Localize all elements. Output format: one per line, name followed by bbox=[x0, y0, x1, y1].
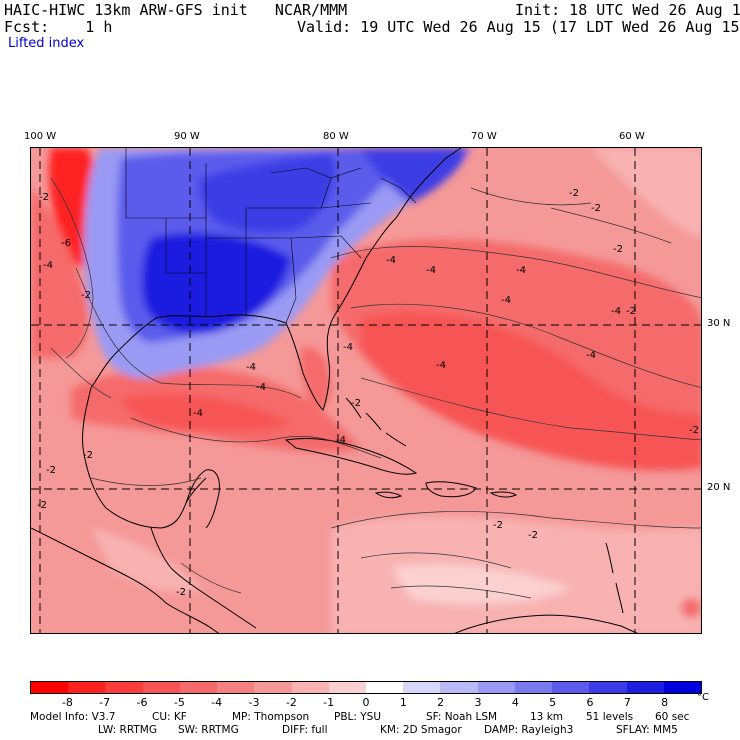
field-name: Lifted index bbox=[8, 36, 85, 51]
colorbar-swatch bbox=[105, 682, 143, 693]
model-title: HAIC-HIWC 13km ARW-GFS init NCAR/MMM bbox=[4, 1, 348, 19]
contour-label: -2 bbox=[37, 500, 47, 511]
contour-label: -2 bbox=[569, 188, 579, 199]
colorbar-swatch bbox=[179, 682, 218, 693]
footer-sf: SF: Noah LSM bbox=[426, 711, 498, 723]
colorbar-tick-label: 0 bbox=[362, 696, 370, 709]
contour-label: -2 bbox=[83, 450, 93, 461]
colorbar-swatch bbox=[68, 682, 106, 693]
colorbar-tick-label: 2 bbox=[437, 696, 445, 709]
footer-levels: 51 levels bbox=[586, 711, 634, 723]
colorbar-tick-label: -5 bbox=[173, 696, 185, 709]
colorbar-swatch bbox=[552, 682, 590, 693]
colorbar-tick-label: 7 bbox=[623, 696, 631, 709]
colorbar-tick-label: 3 bbox=[474, 696, 482, 709]
map-canvas: -2 -4 -6 -2 -4 -4 -4 -2 -2 -2 -2 -4 -4 -… bbox=[31, 148, 701, 633]
colorbar-tick-label: -2 bbox=[285, 696, 297, 709]
colorbar-swatch bbox=[626, 682, 664, 693]
contour-label: -2 bbox=[591, 203, 601, 214]
contour-label: -4 bbox=[193, 408, 203, 419]
colorbar-unit: °C bbox=[697, 692, 709, 703]
colorbar-swatch bbox=[365, 682, 404, 693]
contour-label: -4 bbox=[43, 260, 53, 271]
lat-label-20n: 20 N bbox=[707, 482, 731, 493]
colorbar-tick-label: 8 bbox=[661, 696, 669, 709]
contour-label: -2 bbox=[689, 425, 699, 436]
footer-mp: MP: Thompson bbox=[232, 711, 310, 723]
contour-label: -2 bbox=[46, 465, 56, 476]
contour-label: -4 bbox=[436, 360, 446, 371]
contour-label: -2 bbox=[176, 587, 186, 598]
colorbar-swatch bbox=[254, 682, 292, 693]
contour-label: -4 bbox=[611, 306, 621, 317]
contour-label: -2 bbox=[528, 530, 538, 541]
contour-label-layer: -2 -4 -6 -2 -4 -4 -4 -2 -2 -2 -2 -4 -4 -… bbox=[37, 188, 699, 598]
colorbar-tick-label: -8 bbox=[61, 696, 73, 709]
contour-label: -4 bbox=[586, 350, 596, 361]
contour-label: -4 bbox=[501, 295, 511, 306]
contour-label: -4 bbox=[386, 255, 396, 266]
footer-sw: SW: RRTMG bbox=[178, 724, 239, 736]
footer-lw: LW: RRTMG bbox=[98, 724, 157, 736]
contour-label: -2 bbox=[39, 192, 49, 203]
footer-diff: DIFF: full bbox=[282, 724, 328, 736]
colorbar-swatch bbox=[663, 682, 701, 693]
contour-label: -4 bbox=[516, 265, 526, 276]
contour-label: -4 bbox=[246, 362, 256, 373]
lon-label-100w: 100 W bbox=[24, 131, 57, 142]
contour-label: -4 bbox=[256, 382, 266, 393]
contours bbox=[50, 177, 701, 599]
colorbar-swatch bbox=[31, 682, 69, 693]
state-borders bbox=[125, 148, 417, 324]
colorbar-swatch bbox=[589, 682, 627, 693]
colorbar-tick-label: 4 bbox=[511, 696, 519, 709]
lon-label-80w: 80 W bbox=[323, 131, 349, 142]
contour-label: -6 bbox=[61, 238, 71, 249]
footer-damp: DAMP: Rayleigh3 bbox=[484, 724, 574, 736]
contour-label: -4 bbox=[336, 435, 346, 446]
colorbar-swatch bbox=[514, 682, 553, 693]
contour-label: -2 bbox=[626, 306, 636, 317]
valid-time: Valid: 19 UTC Wed 26 Aug 15 (17 LDT Wed … bbox=[297, 18, 740, 36]
colorbar-tick-label: -4 bbox=[211, 696, 223, 709]
colorbar-swatch bbox=[291, 682, 329, 693]
footer-timestep: 60 sec bbox=[655, 711, 690, 723]
lon-label-60w: 60 W bbox=[619, 131, 645, 142]
footer-pbl: PBL: YSU bbox=[334, 711, 382, 723]
footer-km: KM: 2D Smagor bbox=[380, 724, 462, 736]
lifted-index-map: -2 -4 -6 -2 -4 -4 -4 -2 -2 -2 -2 -4 -4 -… bbox=[30, 147, 702, 634]
colorbar-swatch bbox=[142, 682, 180, 693]
lat-label-30n: 30 N bbox=[707, 318, 731, 329]
forecast-hour: Fcst: 1 h bbox=[4, 18, 113, 36]
colorbar-tick-label: 1 bbox=[399, 696, 407, 709]
colorbar-tick-label: -6 bbox=[136, 696, 148, 709]
colorbar-tick-label: -1 bbox=[323, 696, 335, 709]
colorbar-swatch bbox=[440, 682, 478, 693]
colorbar-swatch bbox=[217, 682, 255, 693]
colorbar-tick-label: 5 bbox=[549, 696, 557, 709]
footer-cu: CU: KF bbox=[152, 711, 187, 723]
colorbar-swatch bbox=[477, 682, 515, 693]
footer-resolution: 13 km bbox=[530, 711, 564, 723]
init-time: Init: 18 UTC Wed 26 Aug 15 bbox=[515, 1, 740, 19]
lat-lon-grid bbox=[31, 148, 701, 633]
lon-label-70w: 70 W bbox=[471, 131, 497, 142]
colorbar bbox=[30, 681, 702, 694]
colorbar-tick-label: -7 bbox=[99, 696, 111, 709]
contour-label: -4 bbox=[426, 265, 436, 276]
contour-label: -2 bbox=[613, 244, 623, 255]
footer-model-info: Model Info: V3.7 bbox=[30, 711, 116, 723]
colorbar-swatch bbox=[403, 682, 441, 693]
contour-label: -2 bbox=[351, 398, 361, 409]
colorbar-swatch bbox=[328, 682, 366, 693]
colorbar-tick-label: 6 bbox=[586, 696, 594, 709]
colorbar-tick-label: -3 bbox=[248, 696, 260, 709]
lon-label-90w: 90 W bbox=[174, 131, 200, 142]
field-shading bbox=[31, 148, 701, 633]
contour-label: -2 bbox=[493, 520, 503, 531]
footer-sflay: SFLAY: MM5 bbox=[616, 724, 678, 736]
contour-label: -4 bbox=[343, 342, 353, 353]
contour-label: -2 bbox=[81, 290, 91, 301]
